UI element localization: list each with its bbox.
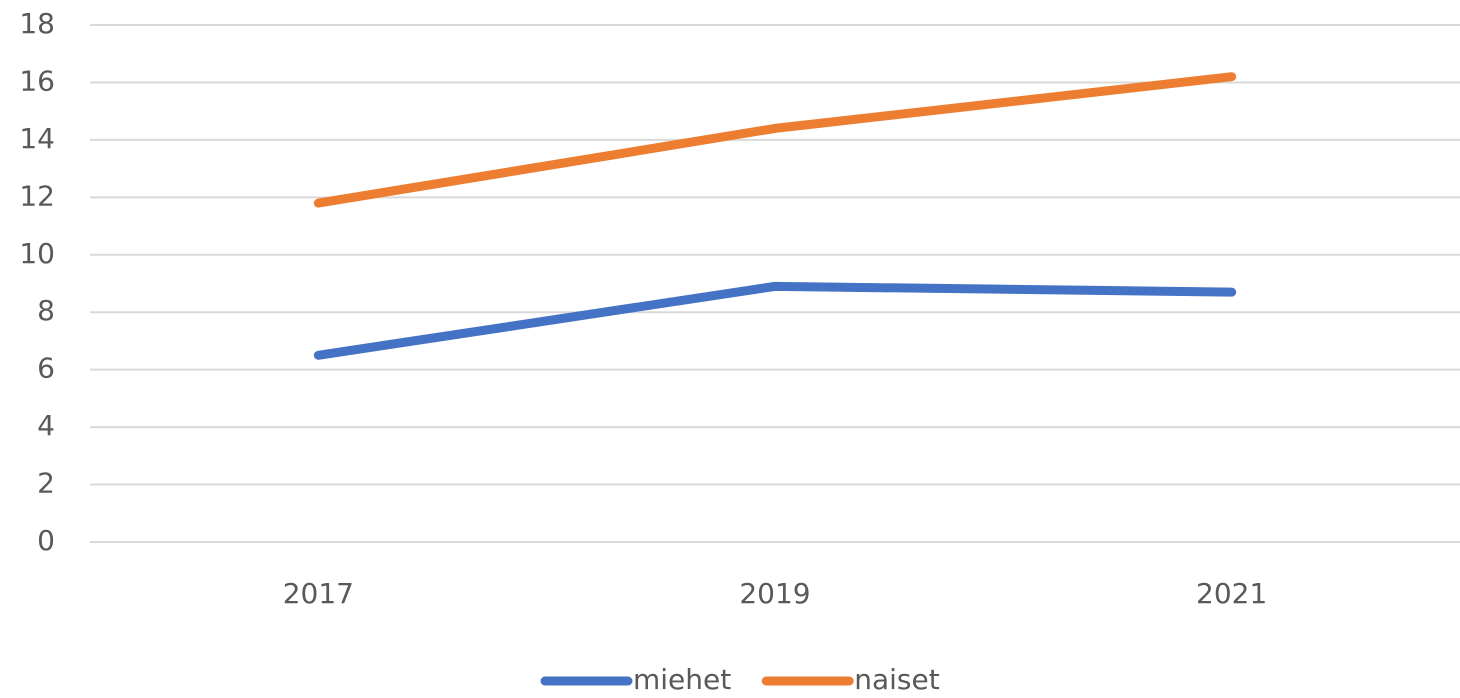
y-tick-label: 16 — [19, 64, 55, 97]
y-tick-label: 4 — [37, 409, 55, 442]
y-tick-label: 18 — [19, 7, 55, 40]
x-tick-label: 2021 — [1196, 577, 1267, 610]
y-tick-label: 2 — [37, 467, 55, 500]
line-series — [313, 72, 1237, 208]
y-tick-label: 14 — [19, 122, 55, 155]
y-tick-label: 6 — [37, 352, 55, 385]
x-tick-label: 2019 — [739, 577, 810, 610]
legend-label: miehet — [633, 663, 731, 696]
legend-label: naiset — [854, 663, 939, 696]
y-tick-label: 8 — [37, 294, 55, 327]
y-tick-label: 12 — [19, 179, 55, 212]
y-tick-label: 0 — [37, 524, 55, 557]
x-tick-label: 2017 — [283, 577, 354, 610]
line-series — [313, 281, 1237, 360]
y-tick-label: 10 — [19, 237, 55, 270]
